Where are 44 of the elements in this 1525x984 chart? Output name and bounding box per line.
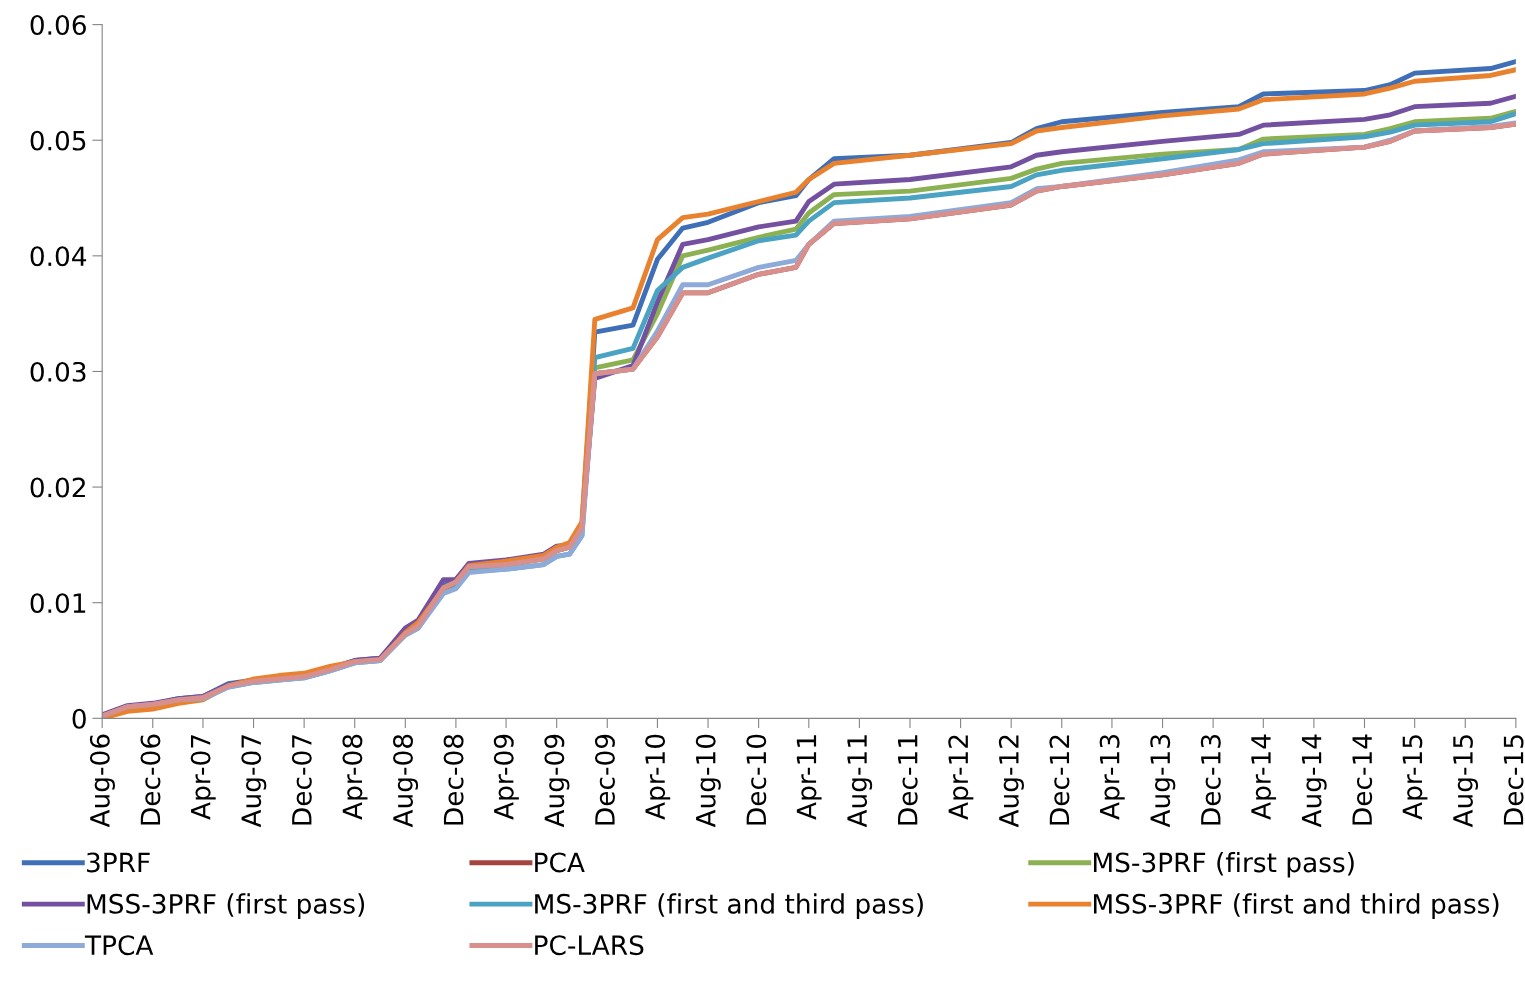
x-tick-label: Apr-15 (1402, 735, 1428, 820)
y-tick-label: 0.04 (30, 246, 87, 267)
y-tick-label: 0.06 (30, 15, 86, 35)
x-tick-label: Dec-06 (140, 734, 161, 825)
x-tick-label: Dec-09 (594, 734, 615, 825)
y-tick-label: 0.02 (30, 477, 85, 498)
x-tick-label: Aug-09 (544, 734, 570, 828)
x-tick-label: Dec-12 (1049, 735, 1070, 825)
legend-label: PCA (535, 852, 585, 873)
legend-label: 3PRF (86, 852, 150, 873)
legend-label: MS-3PRF (first pass) (1093, 851, 1354, 878)
x-tick-label: Apr-12 (948, 735, 974, 820)
x-tick-label: Dec-07 (291, 735, 312, 825)
x-tick-label: Dec-15 (1503, 735, 1524, 825)
x-tick-label: Aug-10 (695, 734, 721, 828)
x-tick-label: Dec-13 (1200, 735, 1221, 825)
x-tick-label: Aug-14 (1301, 734, 1327, 828)
x-tick-label: Apr-14 (1251, 734, 1277, 820)
legend-label: MS-3PRF (first and third pass) (535, 893, 923, 919)
x-tick-label: Aug-07 (241, 735, 267, 828)
y-tick-label: 0.05 (30, 130, 86, 151)
legend-label: PC-LARS (535, 935, 644, 956)
x-tick-label: Aug-12 (998, 735, 1024, 828)
x-tick-label: Apr-11 (796, 735, 822, 820)
x-tick-label: Aug-11 (847, 735, 873, 828)
x-tick-label: Apr-07 (190, 735, 216, 820)
x-tick-label: Aug-15 (1453, 735, 1479, 828)
x-tick-label: Apr-10 (645, 734, 671, 820)
x-tick-label: Dec-08 (443, 734, 464, 825)
x-tick-label: Dec-14 (1352, 734, 1373, 825)
x-tick-label: Apr-13 (1099, 735, 1125, 820)
y-tick-label: 0.01 (30, 593, 86, 614)
y-tick-label: 0.03 (30, 361, 86, 382)
legend-label: MSS-3PRF (first and third pass) (1093, 893, 1499, 919)
legend-label: MSS-3PRF (first pass) (87, 893, 365, 919)
legend-label: TPCA (84, 935, 154, 956)
x-tick-label: Aug-06 (89, 734, 115, 828)
x-tick-label: Aug-08 (393, 734, 419, 828)
x-tick-label: Aug-13 (1150, 735, 1176, 828)
x-tick-label: Apr-08 (342, 734, 368, 820)
x-tick-label: Dec-11 (898, 735, 918, 825)
x-tick-label: Dec-10 (746, 734, 767, 825)
y-tick-label: 0 (72, 708, 86, 729)
x-tick-label: Apr-09 (493, 734, 519, 820)
